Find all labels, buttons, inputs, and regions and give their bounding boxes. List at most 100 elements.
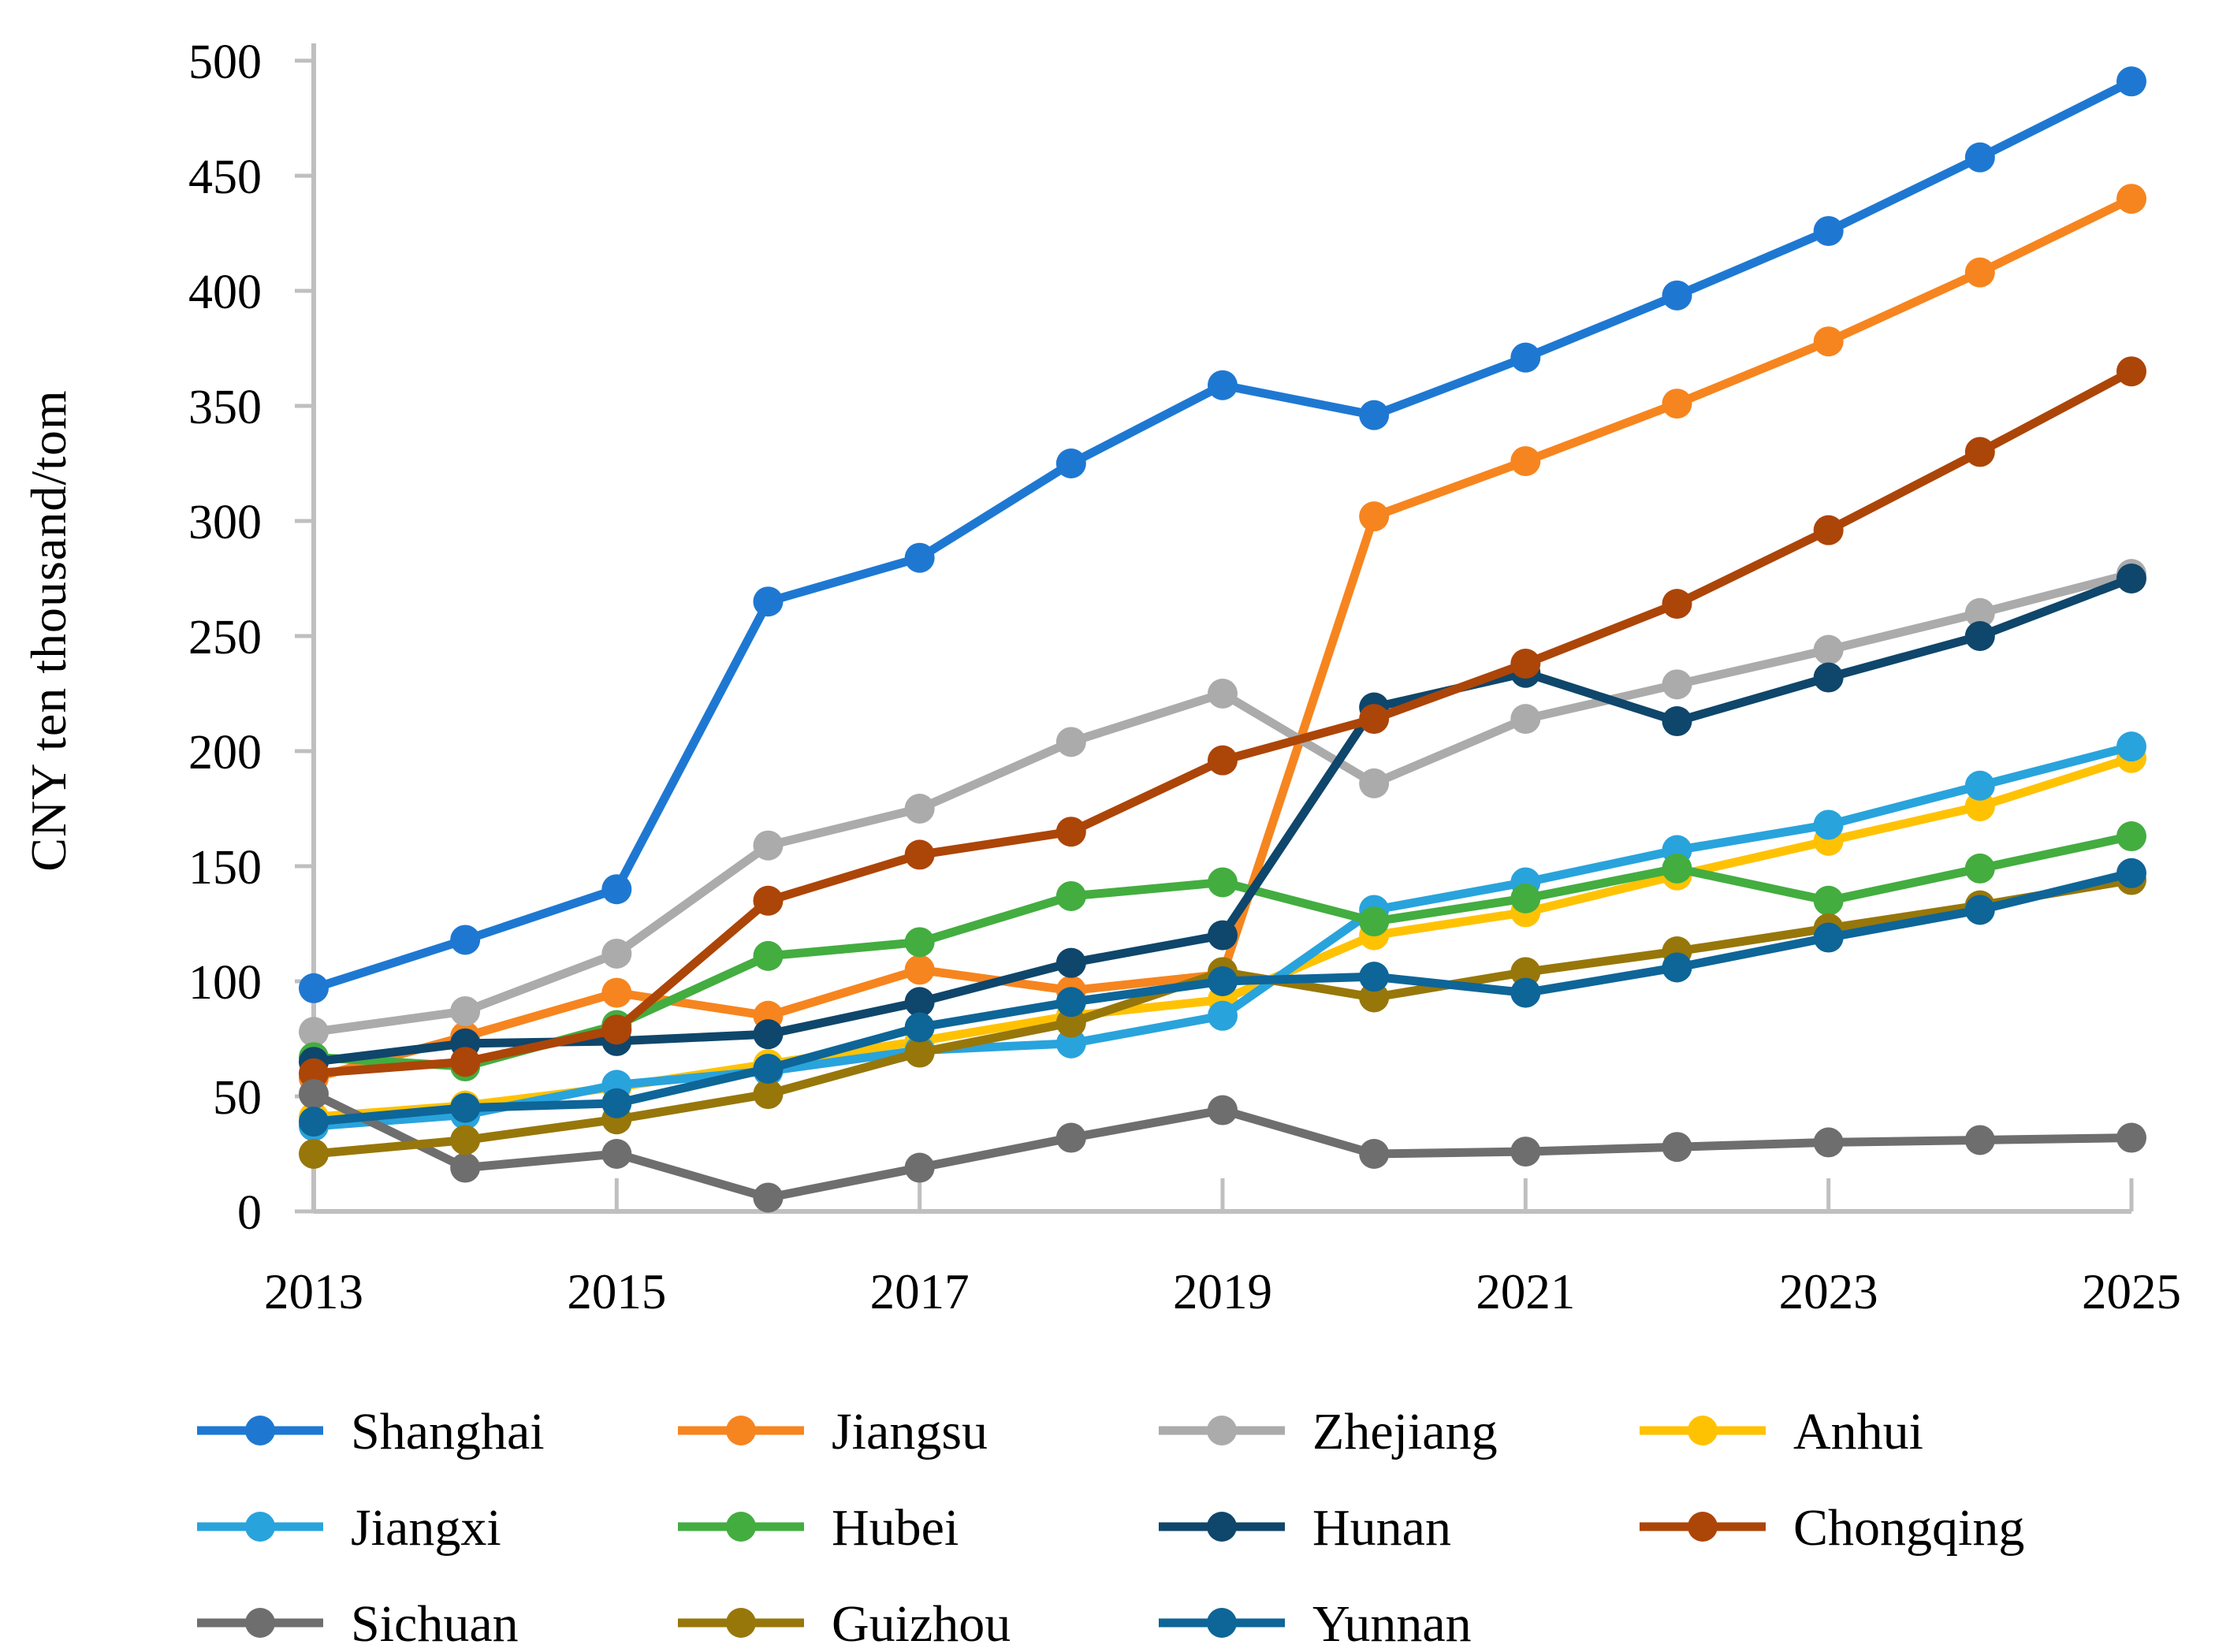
data-point-guizhou-2016 (753, 1079, 784, 1110)
data-point-zhejiang-2018 (1055, 727, 1086, 757)
data-point-sichuan-2021 (1510, 1137, 1541, 1167)
y-tick-label: 400 (188, 266, 262, 319)
data-point-chongqing-2017 (904, 839, 935, 870)
data-point-yunnan-2019 (1208, 966, 1238, 996)
data-point-chongqing-2018 (1055, 817, 1086, 847)
data-point-shanghai-2025 (2116, 66, 2146, 97)
y-tick-label: 300 (188, 496, 262, 549)
data-point-sichuan-2023 (1813, 1127, 1844, 1158)
y-axis-title: CNY ten thousand/tom (20, 389, 76, 872)
y-tick-label: 450 (188, 151, 262, 204)
data-point-zhejiang-2022 (1662, 669, 1692, 700)
data-point-jiangsu-2021 (1510, 446, 1541, 477)
data-point-shanghai-2016 (753, 586, 784, 617)
data-point-hubei-2018 (1055, 880, 1086, 911)
legend-label-zhejiang: Zhejiang (1312, 1403, 1498, 1460)
data-point-jiangsu-2022 (1662, 389, 1692, 419)
legend-label-sichuan: Sichuan (351, 1595, 519, 1652)
data-point-hunan-2025 (2116, 564, 2146, 593)
data-point-guizhou-2020 (1359, 982, 1390, 1013)
data-point-zhejiang-2015 (601, 938, 632, 969)
data-point-shanghai-2024 (1964, 142, 1995, 173)
legend-marker-dot-hubei (726, 1512, 756, 1542)
data-point-hubei-2022 (1662, 853, 1692, 884)
data-point-yunnan-2021 (1510, 977, 1541, 1008)
y-tick-label: 0 (237, 1186, 262, 1240)
data-point-sichuan-2017 (904, 1152, 935, 1183)
data-point-hubei-2020 (1359, 906, 1390, 937)
data-point-sichuan-2018 (1055, 1122, 1086, 1153)
data-point-chongqing-2023 (1813, 515, 1844, 545)
x-tick-label: 2019 (1173, 1264, 1272, 1319)
data-point-shanghai-2017 (904, 542, 935, 573)
data-point-chongqing-2021 (1510, 649, 1541, 679)
legend-marker-dot-chongqing (1688, 1512, 1718, 1542)
data-point-hunan-2022 (1662, 706, 1692, 737)
legend-marker-dot-guizhou (726, 1608, 756, 1638)
data-point-zhejiang-2023 (1813, 634, 1844, 665)
data-point-shanghai-2015 (601, 874, 632, 905)
data-point-jiangsu-2020 (1359, 501, 1390, 532)
data-point-yunnan-2024 (1964, 895, 1995, 925)
data-point-zhejiang-2014 (450, 995, 481, 1026)
data-point-guizhou-2021 (1510, 957, 1541, 988)
data-point-sichuan-2013 (299, 1079, 329, 1110)
data-point-jiangsu-2015 (601, 977, 632, 1008)
data-point-shanghai-2020 (1359, 400, 1390, 430)
legend-label-jiangsu: Jiangsu (832, 1403, 988, 1460)
legend-label-shanghai: Shanghai (351, 1403, 545, 1460)
legend-marker-dot-zhejiang (1207, 1416, 1237, 1446)
data-point-anhui-2024 (1964, 791, 1995, 822)
legend-label-jiangxi: Jiangxi (351, 1499, 501, 1557)
legend-marker-dot-sichuan (245, 1608, 275, 1638)
data-point-yunnan-2016 (753, 1053, 784, 1084)
data-point-jiangxi-2025 (2116, 731, 2146, 762)
data-point-sichuan-2025 (2116, 1122, 2146, 1153)
x-tick-label: 2025 (2082, 1264, 2181, 1319)
data-point-yunnan-2022 (1662, 952, 1692, 983)
data-point-chongqing-2016 (753, 885, 784, 916)
legend-marker-dot-yunnan (1207, 1608, 1237, 1638)
data-point-guizhou-2017 (904, 1037, 935, 1068)
y-tick-label: 500 (188, 35, 262, 89)
data-point-jiangxi-2024 (1964, 770, 1995, 801)
y-tick-label: 100 (188, 956, 262, 1010)
data-point-hunan-2019 (1208, 920, 1238, 951)
data-point-zhejiang-2024 (1964, 597, 1995, 628)
data-point-shanghai-2023 (1813, 216, 1844, 247)
legend-marker-dot-jiangsu (726, 1416, 756, 1446)
data-point-hunan-2024 (1964, 621, 1995, 651)
data-point-shanghai-2013 (299, 973, 329, 1003)
x-tick-label: 2017 (870, 1264, 970, 1319)
data-point-sichuan-2014 (450, 1152, 481, 1183)
data-point-sichuan-2020 (1359, 1139, 1390, 1169)
x-tick-label: 2015 (567, 1264, 666, 1319)
data-point-jiangsu-2025 (2116, 184, 2146, 214)
data-point-yunnan-2013 (299, 1107, 329, 1137)
data-point-zhejiang-2019 (1208, 679, 1238, 709)
data-point-hunan-2023 (1813, 662, 1844, 693)
data-point-chongqing-2025 (2116, 356, 2146, 387)
data-point-chongqing-2019 (1208, 745, 1238, 776)
y-tick-label: 150 (188, 841, 262, 895)
data-point-shanghai-2019 (1208, 370, 1238, 400)
x-tick-label: 2013 (264, 1264, 363, 1319)
data-point-jiangxi-2018 (1055, 1028, 1086, 1059)
data-point-shanghai-2021 (1510, 342, 1541, 373)
x-tick-label: 2023 (1779, 1264, 1878, 1319)
data-point-chongqing-2022 (1662, 589, 1692, 620)
data-point-zhejiang-2020 (1359, 768, 1390, 798)
legend-label-anhui: Anhui (1793, 1403, 1923, 1460)
data-point-chongqing-2013 (299, 1058, 329, 1088)
data-point-jiangxi-2023 (1813, 809, 1844, 840)
y-tick-label: 350 (188, 381, 262, 434)
data-point-yunnan-2023 (1813, 922, 1844, 953)
data-point-hubei-2023 (1813, 885, 1844, 916)
data-point-sichuan-2022 (1662, 1132, 1692, 1163)
legend-marker-dot-jiangxi (245, 1512, 275, 1542)
data-point-guizhou-2014 (450, 1125, 481, 1155)
legend-marker-dot-anhui (1688, 1416, 1718, 1446)
data-point-yunnan-2014 (450, 1092, 481, 1123)
